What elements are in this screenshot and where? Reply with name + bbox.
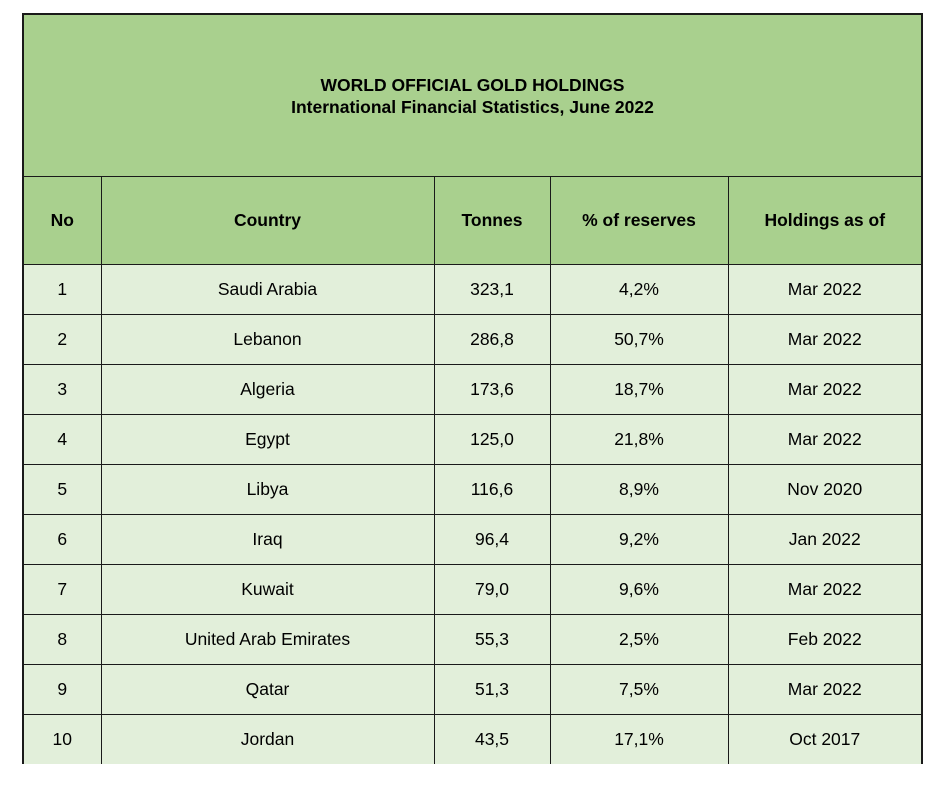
cell-tonnes: 43,5 [434, 714, 551, 764]
cell-tonnes: 286,8 [434, 314, 551, 365]
cell-country: Saudi Arabia [101, 264, 435, 315]
cell-tonnes: 55,3 [434, 614, 551, 665]
cell-date: Mar 2022 [728, 664, 921, 715]
cell-tonnes: 173,6 [434, 364, 551, 415]
gold-holdings-table: No Country Tonnes % of reserves Holdings… [24, 177, 921, 764]
table-row: 9 Qatar 51,3 7,5% Mar 2022 [24, 664, 921, 715]
cell-country: Jordan [101, 714, 435, 764]
header-tonnes: Tonnes [434, 177, 551, 265]
table-row: 5 Libya 116,6 8,9% Nov 2020 [24, 464, 921, 515]
header-country: Country [101, 177, 435, 265]
cell-percent: 9,6% [550, 564, 729, 615]
table-row: 10 Jordan 43,5 17,1% Oct 2017 [24, 714, 921, 764]
cell-no: 9 [24, 664, 102, 715]
table-row: 4 Egypt 125,0 21,8% Mar 2022 [24, 414, 921, 465]
cell-percent: 18,7% [550, 364, 729, 415]
table-subtitle: International Financial Statistics, June… [291, 96, 654, 117]
table-row: 8 United Arab Emirates 55,3 2,5% Feb 202… [24, 614, 921, 665]
cell-date: Feb 2022 [728, 614, 921, 665]
cell-country: Lebanon [101, 314, 435, 365]
cell-tonnes: 79,0 [434, 564, 551, 615]
cell-country: Algeria [101, 364, 435, 415]
cell-country: Egypt [101, 414, 435, 465]
table-row: 1 Saudi Arabia 323,1 4,2% Mar 2022 [24, 264, 921, 315]
cell-no: 3 [24, 364, 102, 415]
cell-percent: 17,1% [550, 714, 729, 764]
cell-percent: 2,5% [550, 614, 729, 665]
cell-date: Mar 2022 [728, 264, 921, 315]
cell-date: Mar 2022 [728, 414, 921, 465]
table-title: WORLD OFFICIAL GOLD HOLDINGS [320, 74, 625, 95]
table-row: 6 Iraq 96,4 9,2% Jan 2022 [24, 514, 921, 565]
cell-percent: 9,2% [550, 514, 729, 565]
gold-holdings-table-sheet: WORLD OFFICIAL GOLD HOLDINGS Internation… [22, 13, 923, 764]
header-no: No [24, 177, 102, 265]
cell-no: 6 [24, 514, 102, 565]
cell-tonnes: 323,1 [434, 264, 551, 315]
cell-date: Jan 2022 [728, 514, 921, 565]
cell-percent: 21,8% [550, 414, 729, 465]
cell-country: Libya [101, 464, 435, 515]
cell-country: Qatar [101, 664, 435, 715]
table-row: 3 Algeria 173,6 18,7% Mar 2022 [24, 364, 921, 415]
cell-no: 4 [24, 414, 102, 465]
cell-percent: 50,7% [550, 314, 729, 365]
title-block: WORLD OFFICIAL GOLD HOLDINGS Internation… [24, 15, 921, 177]
cell-percent: 8,9% [550, 464, 729, 515]
cell-date: Mar 2022 [728, 364, 921, 415]
cell-tonnes: 51,3 [434, 664, 551, 715]
header-percent-of-reserves: % of reserves [550, 177, 729, 265]
cell-no: 5 [24, 464, 102, 515]
cell-no: 8 [24, 614, 102, 665]
cell-country: Iraq [101, 514, 435, 565]
table-row: 2 Lebanon 286,8 50,7% Mar 2022 [24, 314, 921, 365]
cell-date: Mar 2022 [728, 564, 921, 615]
cell-tonnes: 116,6 [434, 464, 551, 515]
header-row: No Country Tonnes % of reserves Holdings… [24, 177, 921, 265]
cell-no: 7 [24, 564, 102, 615]
cell-date: Oct 2017 [728, 714, 921, 764]
cell-country: United Arab Emirates [101, 614, 435, 665]
cell-country: Kuwait [101, 564, 435, 615]
cell-no: 2 [24, 314, 102, 365]
cell-tonnes: 125,0 [434, 414, 551, 465]
cell-no: 1 [24, 264, 102, 315]
cell-percent: 7,5% [550, 664, 729, 715]
cell-date: Nov 2020 [728, 464, 921, 515]
cell-percent: 4,2% [550, 264, 729, 315]
cell-date: Mar 2022 [728, 314, 921, 365]
cell-no: 10 [24, 714, 102, 764]
header-holdings-as-of: Holdings as of [728, 177, 921, 265]
cell-tonnes: 96,4 [434, 514, 551, 565]
table-row: 7 Kuwait 79,0 9,6% Mar 2022 [24, 564, 921, 615]
